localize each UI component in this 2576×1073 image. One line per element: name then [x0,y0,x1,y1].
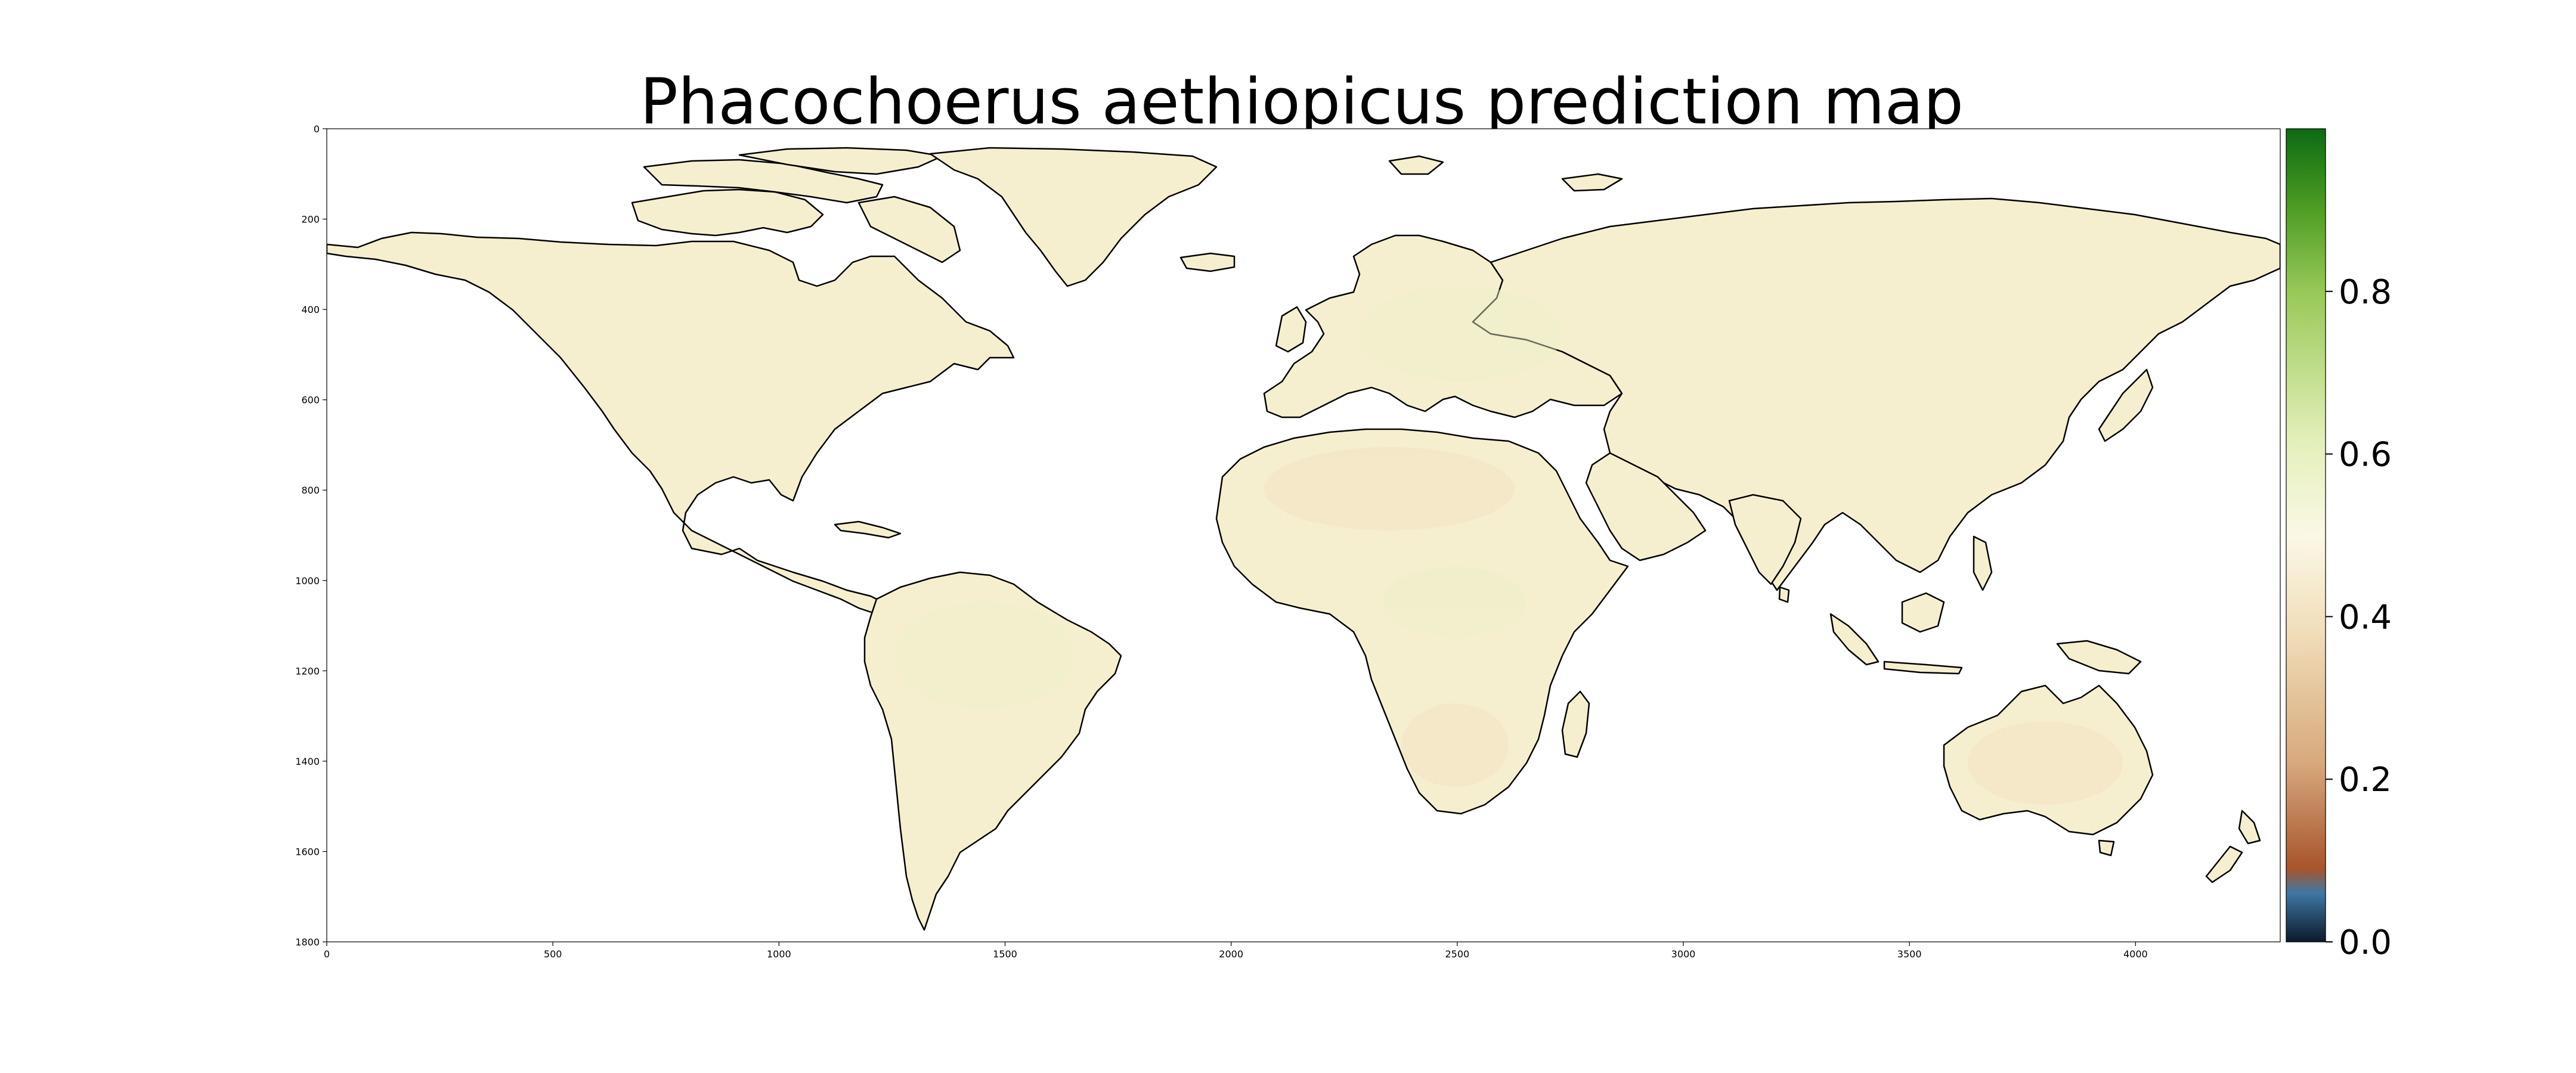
colorbar-gradient [2286,128,2326,942]
landmass-madagascar [1561,690,1590,758]
tint-australia [1968,721,2123,805]
x-tick-label: 500 [544,948,562,960]
landmass-north-america [327,231,1015,615]
colorbar-tick-label: 0.6 [2339,436,2392,475]
y-tick-label: 1000 [295,575,320,587]
map-frame [326,128,2281,942]
landmass-asia [1472,197,2280,591]
landmass-australia [1943,684,2154,836]
y-tick-label: 1200 [295,665,320,677]
landmass-novaya-zemlya [1561,173,1623,192]
tint-sahara [1264,447,1515,531]
tint-amazon [894,602,1073,709]
landmasses [327,147,2280,931]
y-tick-label: 0 [314,123,320,135]
tint-europe [1360,286,1562,382]
y-axis: 0 200 400 600 800 1000 1200 1400 1600 1800 [295,123,327,948]
landmass-sumatra [1829,613,1880,666]
y-tick-label: 1600 [295,846,320,857]
map-title: Phacochoerus aethiopicus prediction map [640,65,1964,138]
landmass-iceland [1179,252,1236,272]
colorbar-tick-label: 0.4 [2339,598,2392,637]
landmass-tasmania [2098,839,2115,857]
landmass-india [1728,494,1802,585]
landmass-south-america [863,571,1122,931]
map-plot-area: 0 500 1000 1500 2000 2500 3000 3500 4000 0 200 400… [295,123,2281,960]
y-tick-label: 600 [301,395,320,406]
landmass-arctic-islands-north [643,159,884,204]
colorbar-tick-label: 0.2 [2339,761,2392,799]
x-tick-label: 2000 [1219,948,1243,960]
y-tick-label: 400 [301,304,320,315]
y-tick-label: 200 [301,214,320,225]
x-tick-label: 3000 [1671,948,1696,960]
land-tints [894,286,2123,805]
landmass-ellesmere [738,147,943,175]
x-tick-label: 3500 [1897,948,1922,960]
x-tick-label: 1000 [767,948,791,960]
x-tick-label: 0 [324,948,330,960]
y-tick-label: 1800 [295,936,320,948]
x-tick-label: 1500 [993,948,1017,960]
landmass-greenland [929,147,1218,287]
y-tick-label: 800 [301,485,320,496]
landmass-africa [1215,428,1629,815]
landmass-arabia [1585,452,1707,562]
landmass-japan [2098,368,2154,442]
tint-central-africa [1383,566,1527,638]
landmass-baffin [857,196,961,263]
landmass-new-zealand [2238,810,2261,845]
landmass-great-britain [1275,306,1307,353]
colorbar-ticks: 0.0 0.2 0.4 0.6 0.8 [2326,273,2392,962]
landmass-cuba [834,520,902,539]
y-tick-label: 1400 [295,756,320,767]
colorbar-tick-label: 0.0 [2339,923,2392,962]
landmass-arctic-islands [631,188,824,237]
landmass-philippines [1973,535,1993,591]
x-tick-label: 4000 [2123,948,2148,960]
landmass-svalbard [1388,155,1444,175]
landmass-borneo [1901,592,1945,633]
landmass-sri-lanka [1778,586,1790,603]
tint-southern-africa [1401,703,1509,787]
landmass-new-zealand-south [2205,845,2243,883]
landmass-new-guinea [2056,640,2142,675]
landmass-java [1883,660,1963,675]
x-tick-label: 2500 [1445,948,1469,960]
x-axis: 0 500 1000 1500 2000 2500 3000 3500 4000 [324,942,2148,960]
colorbar: 0.0 0.2 0.4 0.6 0.8 [2286,128,2392,962]
colorbar-tick-label: 0.8 [2339,273,2392,312]
